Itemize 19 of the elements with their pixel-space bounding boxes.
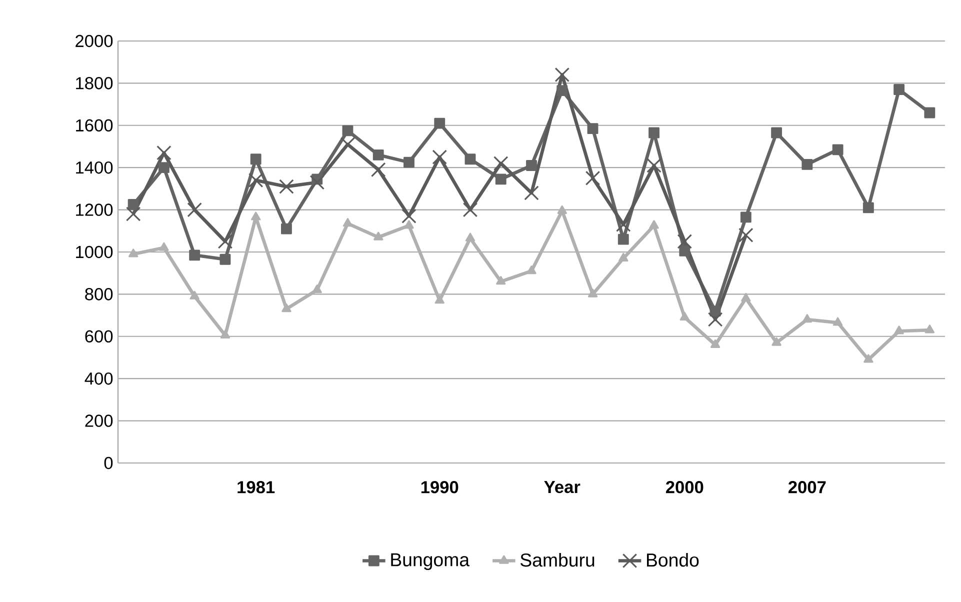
x-tick-label: 2007 xyxy=(788,481,826,494)
y-tick-label: 0 xyxy=(104,456,113,470)
y-tick-label: 600 xyxy=(85,330,113,343)
y-tick-label: 1000 xyxy=(76,246,113,258)
y-tick-label: 400 xyxy=(84,372,113,385)
y-tick-label: 800 xyxy=(85,288,113,300)
x-tick-label: 1981 xyxy=(238,481,275,494)
x-tick-label: Year xyxy=(544,481,580,494)
legend-label: Bungoma xyxy=(391,553,470,570)
y-tick-label: 1800 xyxy=(76,77,113,90)
x-tick-label: 1990 xyxy=(421,481,458,494)
x-tick-label: 2000 xyxy=(666,481,704,494)
y-tick-label: 1400 xyxy=(76,161,113,174)
y-tick-label: 2000 xyxy=(76,34,113,48)
y-tick-label: 200 xyxy=(85,414,113,427)
y-tick-label: 1200 xyxy=(76,204,113,216)
y-tick-label: 1600 xyxy=(76,119,113,132)
legend-label: Bondo xyxy=(647,552,699,567)
legend-label: Samburu xyxy=(520,552,594,567)
